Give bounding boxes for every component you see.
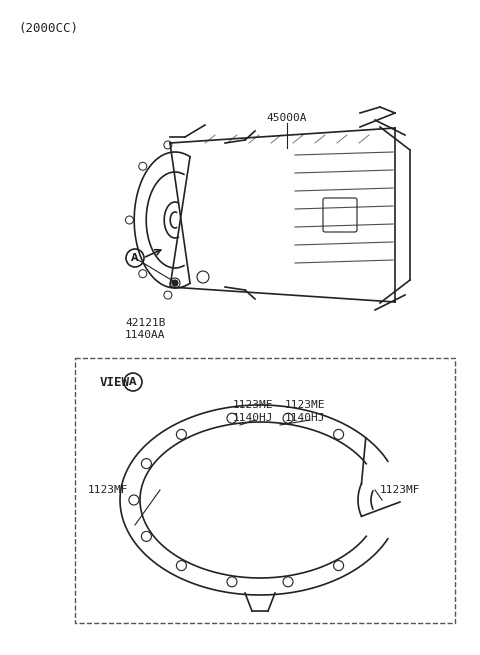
Text: 1123MF: 1123MF xyxy=(88,485,129,495)
Text: 1123MF: 1123MF xyxy=(380,485,420,495)
Text: 1123ME: 1123ME xyxy=(233,400,274,410)
Text: 1140HJ: 1140HJ xyxy=(233,413,274,423)
Text: 1140HJ: 1140HJ xyxy=(285,413,325,423)
Bar xyxy=(75,358,455,623)
Text: 1140AA: 1140AA xyxy=(125,330,166,340)
Circle shape xyxy=(172,280,178,286)
Text: 42121B: 42121B xyxy=(125,318,166,328)
Text: A: A xyxy=(131,253,139,263)
Text: 1123ME: 1123ME xyxy=(285,400,325,410)
Text: VIEW: VIEW xyxy=(100,375,130,388)
Text: (2000CC): (2000CC) xyxy=(18,22,78,35)
Text: A: A xyxy=(129,377,137,387)
Text: 45000A: 45000A xyxy=(267,113,307,123)
